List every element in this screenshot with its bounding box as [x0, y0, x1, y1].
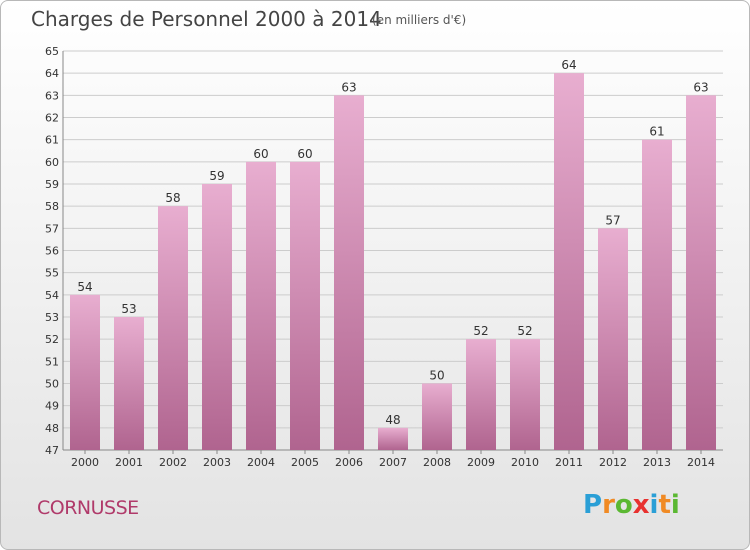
data-label-2014: 63 [693, 80, 708, 94]
x-tick-label-2011: 2011 [555, 456, 583, 469]
y-tick-label: 55 [45, 267, 59, 280]
bar-2000 [70, 294, 100, 450]
chart-subtitle: (en milliers d'€) [372, 13, 467, 27]
y-tick-label: 60 [45, 156, 59, 169]
data-label-2009: 52 [473, 324, 488, 338]
y-tick-label: 59 [45, 178, 59, 191]
y-tick-label: 52 [45, 333, 59, 346]
data-labels: 54 53 58 59 60 60 63 48 50 52 52 64 57 61 63 [77, 58, 708, 427]
data-label-2008: 50 [429, 369, 444, 383]
y-tick-label: 53 [45, 311, 59, 324]
x-tick-label-2000: 2000 [71, 456, 99, 469]
bars [70, 73, 716, 451]
bar-2002 [158, 206, 188, 450]
bar-2010 [510, 339, 540, 450]
x-tick-label-2014: 2014 [687, 456, 715, 469]
bar-2006 [334, 95, 364, 450]
logo-letter: x [632, 490, 650, 520]
x-tick-label-2004: 2004 [247, 456, 275, 469]
chart-title: Charges de Personnel 2000 à 2014 [31, 7, 382, 31]
x-tick-label-2002: 2002 [159, 456, 187, 469]
bar-2014 [686, 95, 716, 450]
x-tick-label-2010: 2010 [511, 456, 539, 469]
data-label-2010: 52 [517, 324, 532, 338]
bar-2013 [642, 139, 672, 450]
logo-letter: i [649, 490, 659, 520]
data-label-2001: 53 [121, 302, 136, 316]
bar-2008 [422, 383, 452, 450]
commune-name: CORNUSSE [37, 497, 139, 519]
bar-2004 [246, 161, 276, 451]
data-label-2003: 59 [209, 169, 224, 183]
y-tick-labels: 47 48 49 50 51 52 53 54 55 56 57 58 59 60 61 62 63 64 65 [45, 45, 59, 457]
bar-2001 [114, 317, 144, 450]
y-tick-label: 62 [45, 112, 59, 125]
x-tick-label-2008: 2008 [423, 456, 451, 469]
proxiti-logo: Proxiti [583, 490, 680, 520]
y-tick-label: 58 [45, 200, 59, 213]
x-tick-labels: 2000 2001 2002 2003 2004 2005 2006 2007 2008 2009… [71, 450, 715, 469]
bar-2005 [290, 161, 320, 451]
data-label-2007: 48 [385, 413, 400, 427]
bar-2007 [378, 427, 408, 450]
data-label-2006: 63 [341, 80, 356, 94]
logo-letter: P [583, 490, 603, 520]
x-tick-label-2007: 2007 [379, 456, 407, 469]
x-tick-label-2005: 2005 [291, 456, 319, 469]
y-tick-label: 65 [45, 45, 59, 58]
y-tick-label: 64 [45, 67, 59, 80]
data-label-2012: 57 [605, 213, 620, 227]
y-tick-label: 47 [45, 444, 59, 457]
logo-letter: o [614, 490, 633, 520]
bar-2003 [202, 184, 232, 450]
y-tick-label: 51 [45, 355, 59, 368]
logo-letter: r [602, 490, 615, 520]
y-tick-label: 54 [45, 289, 59, 302]
y-tick-label: 61 [45, 134, 59, 147]
x-tick-label-2001: 2001 [115, 456, 143, 469]
y-tick-label: 48 [45, 422, 59, 435]
y-tick-label: 56 [45, 245, 59, 258]
data-label-2011: 64 [561, 58, 576, 72]
bar-2009 [466, 339, 496, 450]
y-tick-label: 49 [45, 400, 59, 413]
bar-2012 [598, 228, 628, 450]
x-tick-label-2013: 2013 [643, 456, 671, 469]
data-label-2000: 54 [77, 280, 92, 294]
y-tick-label: 50 [45, 378, 59, 391]
data-label-2004: 60 [253, 147, 268, 161]
x-tick-label-2003: 2003 [203, 456, 231, 469]
x-tick-label-2009: 2009 [467, 456, 495, 469]
x-tick-label-2006: 2006 [335, 456, 363, 469]
y-tick-label: 57 [45, 222, 59, 235]
data-label-2013: 61 [649, 125, 664, 139]
logo-letter: i [670, 490, 680, 520]
x-tick-label-2012: 2012 [599, 456, 627, 469]
logo-letter: t [658, 490, 671, 520]
data-label-2002: 58 [165, 191, 180, 205]
data-label-2005: 60 [297, 147, 312, 161]
y-tick-label: 63 [45, 89, 59, 102]
bar-2011 [554, 73, 584, 451]
